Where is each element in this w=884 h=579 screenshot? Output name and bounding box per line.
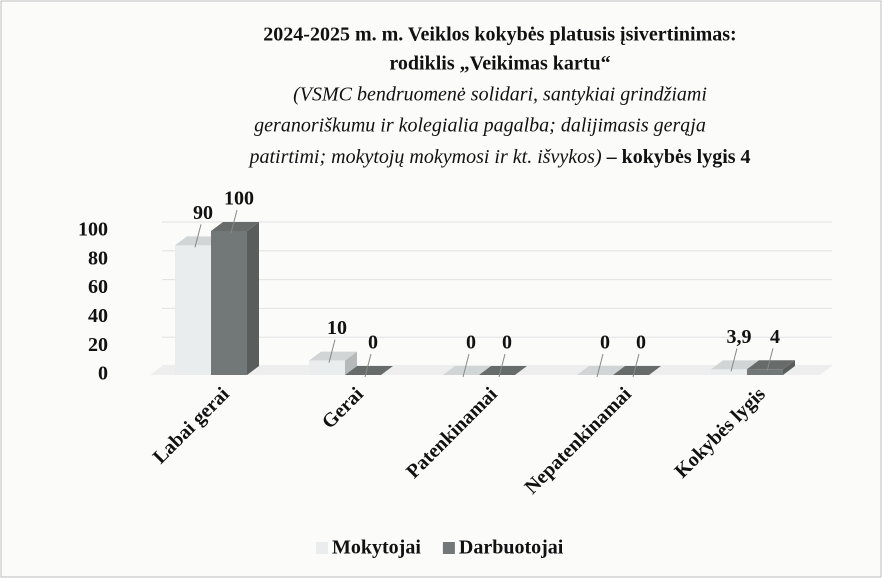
bar-side <box>345 351 357 375</box>
leader-line <box>596 353 604 378</box>
bar <box>711 369 747 375</box>
y-tick-label: 100 <box>78 219 108 241</box>
leader-line <box>328 339 336 363</box>
chart-subtitle: patirtimi; mokytojų mokymosi ir kt. išvy… <box>247 146 601 168</box>
data-label: 90 <box>193 202 213 224</box>
y-tick-label: 0 <box>98 363 108 385</box>
data-label: 0 <box>368 332 378 354</box>
bar-side <box>783 360 795 375</box>
chart-title: rodiklis „Veikimas kartu“ <box>389 53 610 75</box>
data-label: 3,9 <box>727 326 752 348</box>
bar-top <box>711 360 759 370</box>
leader-line <box>730 348 738 372</box>
data-label: 100 <box>224 188 254 210</box>
bar <box>175 245 211 375</box>
bar-top <box>345 366 393 375</box>
data-label: 10 <box>327 317 347 339</box>
bar-top <box>211 222 259 231</box>
bar-side <box>247 222 259 375</box>
bar <box>309 360 345 375</box>
chart-subtitle: (VSMC bendruomenė solidari, santykiai gr… <box>293 84 707 106</box>
bar <box>747 369 783 375</box>
data-label: 4 <box>770 326 780 348</box>
bar-top <box>309 351 357 361</box>
leader-line <box>632 353 640 378</box>
bar-top <box>479 366 527 375</box>
data-label: 0 <box>600 332 610 354</box>
chart-subtitle-emphasis: – kokybės lygis 4 <box>606 146 751 168</box>
data-label: 0 <box>636 332 646 354</box>
bar-top <box>613 366 661 375</box>
legend-swatch <box>442 542 455 554</box>
data-label: 0 <box>502 332 512 354</box>
y-tick-label: 60 <box>88 276 108 298</box>
chart-subtitle: patirtimi; mokytojų mokymosi ir kt. išvy… <box>247 146 750 168</box>
chart-subtitle: geranoriškumu ir kolegialia pagalba; dal… <box>254 115 706 137</box>
leader-line <box>194 224 202 248</box>
legend-swatch <box>316 542 328 554</box>
leader-line <box>230 209 238 234</box>
y-tick-label: 40 <box>88 305 108 327</box>
bar <box>211 231 247 375</box>
bar-top <box>577 366 625 375</box>
leader-line <box>498 353 506 378</box>
bar-top <box>443 366 491 375</box>
leader-line <box>462 353 470 378</box>
y-tick-label: 20 <box>88 334 108 356</box>
legend-label: Darbuotojai <box>459 537 564 559</box>
bar-top <box>747 360 795 370</box>
leader-line <box>364 353 372 378</box>
y-tick-label: 80 <box>88 247 108 269</box>
chart-title: 2024-2025 m. m. Veiklos kokybės platusis… <box>263 24 736 46</box>
legend-label: Mokytojai <box>332 537 421 559</box>
data-label: 0 <box>466 332 476 354</box>
leader-line <box>766 348 774 372</box>
